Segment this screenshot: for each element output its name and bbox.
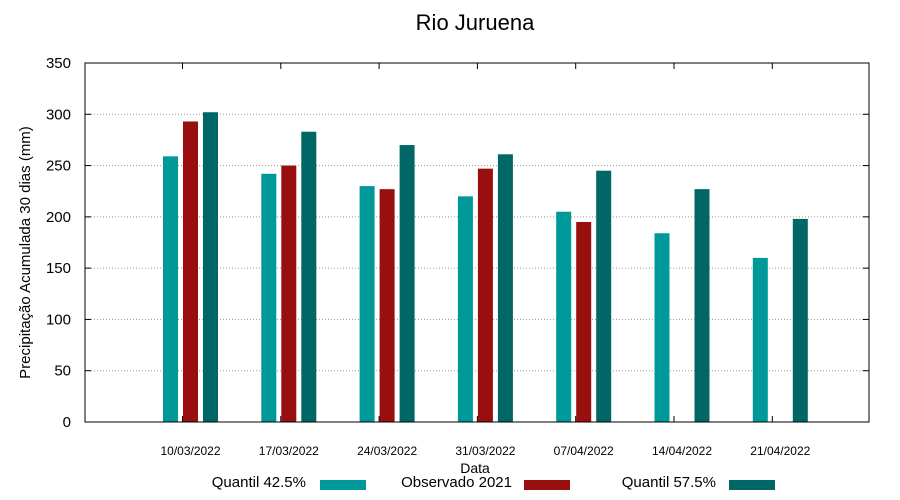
y-tick-label: 250	[46, 158, 71, 175]
legend-label: Quantil 57.5%	[621, 474, 716, 491]
bar-quantil-57-5-17-03-2022	[301, 131, 317, 423]
y-tick-label: 0	[63, 414, 71, 431]
x-tick-label: 14/04/2022	[652, 444, 712, 458]
chart-title: Rio Juruena	[415, 10, 535, 35]
grid-lines	[85, 113, 869, 372]
y-tick-label: 100	[46, 311, 71, 328]
x-tick-label: 24/03/2022	[357, 444, 417, 458]
bar-observado-2021-10-03-2022	[183, 121, 198, 423]
bar-quantil-57-5-24-03-2022	[399, 145, 415, 423]
legend-swatch	[524, 480, 570, 490]
bars	[163, 112, 808, 423]
bar-quantil-42-5-07-04-2022	[556, 211, 572, 422]
bar-quantil-57-5-14-04-2022	[694, 189, 710, 422]
bar-quantil-42-5-24-03-2022	[359, 186, 375, 422]
legend-swatch	[729, 480, 775, 490]
y-tick-label: 350	[46, 55, 71, 72]
bar-quantil-57-5-10-03-2022	[203, 112, 218, 422]
bar-quantil-42-5-31-03-2022	[457, 196, 473, 422]
legend-label: Quantil 42.5%	[211, 474, 306, 491]
bar-quantil-57-5-21-04-2022	[792, 218, 808, 422]
legend-swatch	[320, 480, 366, 490]
bar-observado-2021-24-03-2022	[379, 189, 395, 422]
x-tick-label: 17/03/2022	[259, 444, 319, 458]
legend-label: Observado 2021	[401, 474, 512, 491]
bar-observado-2021-07-04-2022	[576, 221, 592, 422]
bar-quantil-57-5-07-04-2022	[596, 170, 612, 422]
axis-ticks: 0 50 100 150 200 250 300 350 10/03/2022 17/03/202…	[46, 55, 869, 458]
x-axis-title: Data	[460, 460, 490, 476]
bar-quantil-42-5-21-04-2022	[752, 257, 768, 422]
y-tick-label: 150	[46, 260, 71, 277]
bar-quantil-42-5-10-03-2022	[163, 156, 178, 422]
x-tick-label: 07/04/2022	[554, 444, 614, 458]
legend: Quantil 42.5% Observado 2021 Quantil 57.…	[0, 474, 900, 498]
x-tick-label: 10/03/2022	[160, 444, 220, 458]
x-tick-label: 31/03/2022	[455, 444, 515, 458]
bar-observado-2021-31-03-2022	[477, 168, 493, 422]
x-tick-label: 21/04/2022	[750, 444, 810, 458]
plot-frame	[84, 62, 870, 423]
y-axis-title: Precipitação Acumulada 30 dias (mm)	[17, 126, 34, 379]
y-tick-label: 50	[54, 363, 71, 380]
bar-quantil-42-5-14-04-2022	[654, 233, 670, 422]
bar-quantil-42-5-17-03-2022	[261, 173, 277, 422]
y-tick-label: 200	[46, 209, 71, 226]
bar-observado-2021-17-03-2022	[281, 165, 297, 423]
y-tick-label: 300	[46, 106, 71, 123]
bar-quantil-57-5-31-03-2022	[497, 154, 513, 422]
